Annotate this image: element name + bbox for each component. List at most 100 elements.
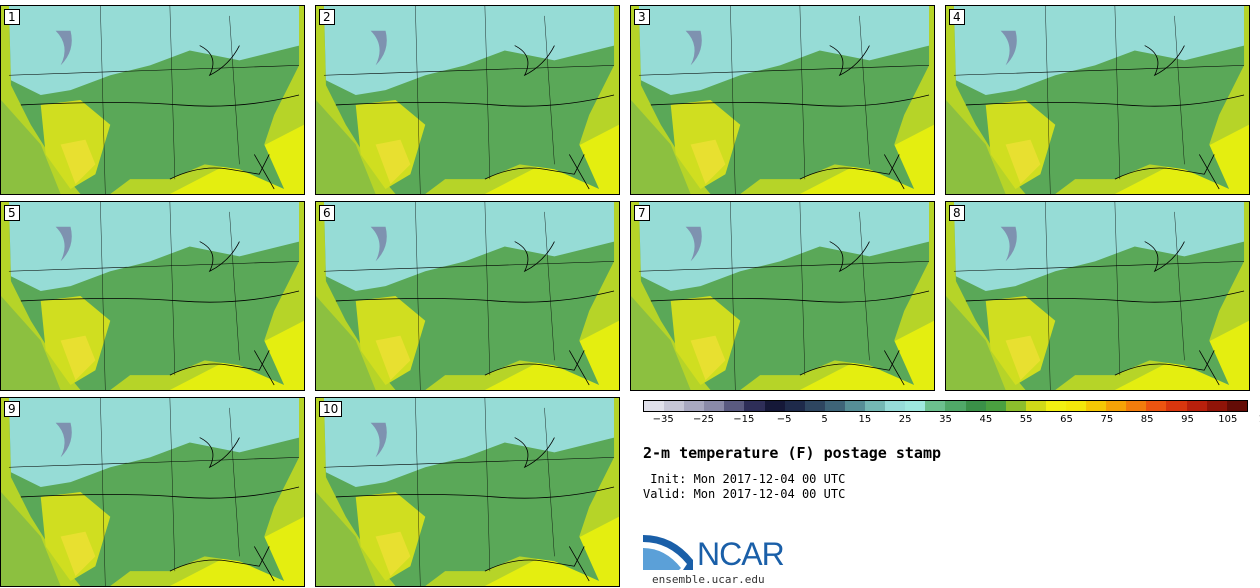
- colorbar-tick-label: 105: [1218, 414, 1238, 425]
- member-map-panel: 2: [315, 5, 620, 195]
- member-number-label: 3: [634, 9, 650, 25]
- colorbar-swatch: [704, 401, 725, 411]
- colorbar-swatch: [1186, 401, 1207, 411]
- member-map-panel: 4: [945, 5, 1250, 195]
- pacific-water: [1, 296, 61, 390]
- colorbar-tick-label: −15: [733, 414, 755, 425]
- member-map-panel: 1: [0, 5, 305, 195]
- ncar-logo-text: NCAR: [697, 536, 785, 572]
- member-number-label: 6: [319, 205, 335, 221]
- pacific-water: [631, 100, 691, 194]
- colorbar-tick-label: 85: [1140, 414, 1154, 425]
- member-number-label: 5: [4, 205, 20, 221]
- member-number-label: 10: [319, 401, 343, 417]
- hot-desert-region: [1005, 139, 1041, 185]
- hot-desert-region: [375, 531, 411, 577]
- temperature-map: [946, 6, 1249, 194]
- pacific-water: [946, 296, 1006, 390]
- temperature-map: [946, 202, 1249, 390]
- member-map-panel: 5: [0, 201, 305, 391]
- member-number-label: 8: [949, 205, 965, 221]
- hot-desert-region: [690, 335, 726, 381]
- hot-desert-region: [1005, 335, 1041, 381]
- rocky-cold-spot: [370, 30, 387, 66]
- rocky-cold-spot: [55, 30, 72, 66]
- colorbar-ticks: −35 −25 −15 −5 5 15 25 35 45 55 65 75 85 95 105 115: [643, 414, 1260, 428]
- temperature-map: [316, 398, 619, 586]
- figure-title: 2-m temperature (F) postage stamp: [643, 444, 942, 462]
- colorbar-swatch: [1206, 401, 1227, 411]
- colorbar-swatch: [644, 401, 665, 411]
- pacific-water: [1, 100, 61, 194]
- member-number-label: 7: [634, 205, 650, 221]
- colorbar-tick-label: 55: [1019, 414, 1033, 425]
- colorbar-swatch: [985, 401, 1006, 411]
- rocky-cold-spot: [1000, 30, 1017, 66]
- colorbar-swatch: [724, 401, 745, 411]
- colorbar-tick-label: −25: [692, 414, 715, 425]
- init-time: Init: Mon 2017-12-04 00 UTC: [643, 472, 846, 486]
- colorbar-swatch: [925, 401, 946, 411]
- colorbar-tick-label: 65: [1060, 414, 1073, 425]
- temperature-map: [1, 6, 304, 194]
- colorbar-swatch: [784, 401, 805, 411]
- pacific-water: [316, 100, 376, 194]
- temperature-map: [631, 202, 934, 390]
- pacific-water: [316, 492, 376, 586]
- temperature-map: [1, 398, 304, 586]
- colorbar-tick-label: 25: [898, 414, 912, 425]
- temperature-map: [316, 6, 619, 194]
- colorbar-tick-label: 45: [979, 414, 993, 425]
- hot-desert-region: [60, 335, 96, 381]
- colorbar: [643, 400, 1248, 412]
- rocky-cold-spot: [1000, 226, 1017, 262]
- colorbar-swatch: [744, 401, 765, 411]
- colorbar-swatch: [844, 401, 866, 411]
- colorbar-swatch: [1126, 401, 1147, 411]
- rocky-cold-spot: [370, 422, 387, 458]
- colorbar-swatch: [965, 401, 986, 411]
- colorbar-tick-label: 115: [1259, 414, 1260, 425]
- colorbar-swatch: [1005, 401, 1026, 411]
- member-number-label: 1: [4, 9, 20, 25]
- colorbar-swatch: [945, 401, 966, 411]
- colorbar-swatch: [1146, 401, 1167, 411]
- colorbar-swatch: [764, 401, 785, 411]
- colorbar-swatch: [1045, 401, 1066, 411]
- colorbar-swatch: [1065, 401, 1087, 411]
- member-map-panel: 7: [630, 201, 935, 391]
- colorbar-swatch: [885, 401, 906, 411]
- rocky-cold-spot: [55, 226, 72, 262]
- colorbar-tick-label: −5: [776, 414, 792, 425]
- colorbar-swatch: [1226, 401, 1247, 411]
- rocky-cold-spot: [685, 30, 702, 66]
- colorbar-swatch: [684, 401, 705, 411]
- colorbar-swatch: [1086, 401, 1107, 411]
- pacific-water: [1, 492, 61, 586]
- valid-time: Valid: Mon 2017-12-04 00 UTC: [643, 487, 846, 501]
- colorbar-swatch: [804, 401, 825, 411]
- member-map-panel: 6: [315, 201, 620, 391]
- temperature-map: [1, 202, 304, 390]
- member-number-label: 2: [319, 9, 335, 25]
- pacific-water: [946, 100, 1006, 194]
- colorbar-swatch: [865, 401, 886, 411]
- member-map-panel: 10: [315, 397, 620, 587]
- member-number-label: 4: [949, 9, 965, 25]
- hot-desert-region: [375, 335, 411, 381]
- hot-desert-region: [60, 531, 96, 577]
- colorbar-tick-label: 5: [821, 414, 828, 425]
- colorbar-tick-label: 15: [858, 414, 872, 425]
- colorbar-swatch: [824, 401, 845, 411]
- pacific-water: [316, 296, 376, 390]
- member-map-panel: 3: [630, 5, 935, 195]
- temperature-map: [316, 202, 619, 390]
- colorbar-swatch: [905, 401, 926, 411]
- colorbar-tick-label: 35: [939, 414, 952, 425]
- member-map-panel: 8: [945, 201, 1250, 391]
- website-text: ensemble.ucar.edu: [652, 573, 765, 586]
- hot-desert-region: [690, 139, 726, 185]
- rocky-cold-spot: [55, 422, 72, 458]
- colorbar-tick-label: −35: [652, 414, 674, 425]
- colorbar-tick-label: 75: [1100, 414, 1114, 425]
